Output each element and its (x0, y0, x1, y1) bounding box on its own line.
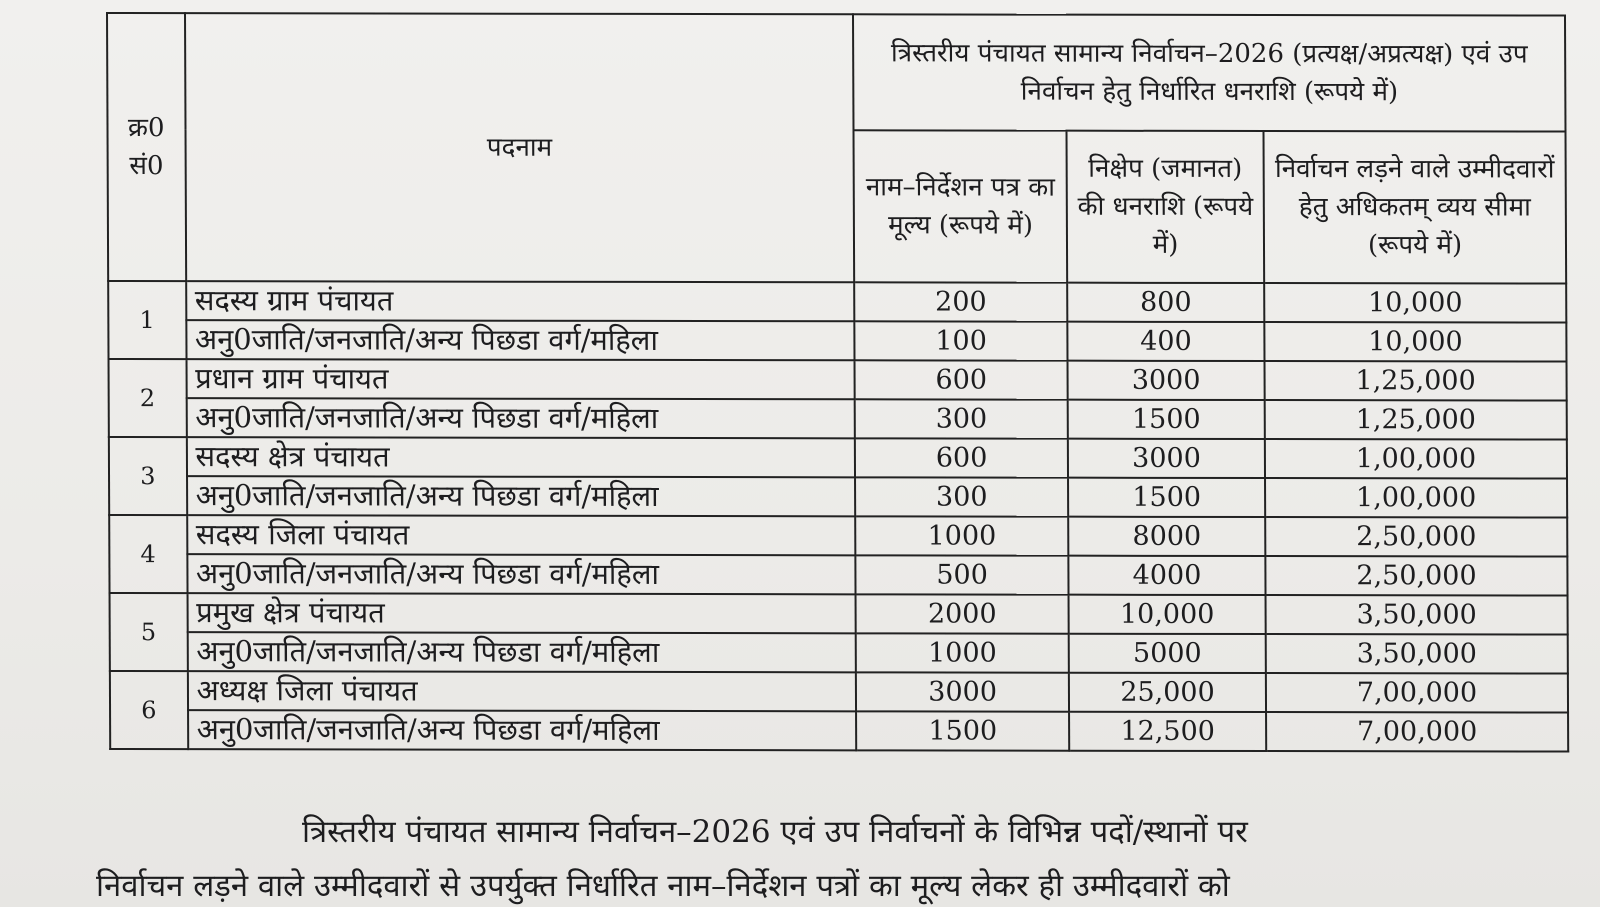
post-name: प्रधान ग्राम पंचायत (186, 359, 855, 400)
table-row: 3 सदस्य क्षेत्र पंचायत 600 3000 1,00,000 (108, 437, 1568, 516)
header-group: त्रिस्तरीय पंचायत सामान्य निर्वाचन–2026 … (853, 14, 1566, 132)
deposit-amount: 1500 (1068, 477, 1266, 518)
deposit-amount: 1500 (1067, 399, 1265, 440)
expense-limit: 7,00,000 (1265, 673, 1569, 713)
nomination-fee: 200 (854, 282, 1068, 322)
table-row: 6 अध्यक्ष जिला पंचायत 3000 25,000 7,00,000 (109, 671, 1569, 750)
body-paragraph-line-1: त्रिस्तरीय पंचायत सामान्य निर्वाचन–2026 … (302, 814, 1248, 850)
serial-number: 4 (109, 515, 188, 594)
table-row: अनु0जाति/जनजाति/अन्य पिछडा वर्ग/महिला 150… (110, 710, 1569, 752)
expense-limit: 3,50,000 (1265, 595, 1568, 635)
post-name: अध्यक्ष जिला पंचायत (187, 671, 857, 712)
table-row: अनु0जाति/जनजाति/अन्य पिछडा वर्ग/महिला 300… (109, 476, 1568, 518)
deposit-amount: 5000 (1068, 633, 1266, 674)
expense-limit: 10,000 (1264, 283, 1567, 323)
nomination-fee: 600 (854, 360, 1068, 400)
header-deposit: निक्षेप (जमानत) की धनराशि (रूपये में) (1066, 130, 1265, 284)
post-name: सदस्य जिला पंचायत (186, 515, 856, 556)
header-post: पदनाम (184, 13, 855, 283)
deposit-amount: 25,000 (1068, 672, 1267, 713)
table-row: 4 सदस्य जिला पंचायत 1000 8000 2,50,000 (109, 515, 1568, 594)
table-row: अनु0जाति/जनजाति/अन्य पिछडा वर्ग/महिला 100… (108, 320, 1567, 362)
table-row: 5 प्रमुख क्षेत्र पंचायत 2000 10,000 3,50,000 (109, 593, 1568, 672)
header-expense-limit: निर्वाचन लड़ने वाले उम्मीदवारों हेतु अधि… (1263, 131, 1567, 284)
expense-limit: 3,50,000 (1265, 634, 1568, 674)
deposit-amount: 4000 (1068, 555, 1266, 596)
serial-number: 3 (108, 437, 187, 516)
expense-limit: 10,000 (1264, 322, 1567, 362)
deposit-amount: 3000 (1067, 360, 1265, 401)
serial-number: 6 (109, 671, 188, 750)
deposit-amount: 3000 (1067, 438, 1266, 479)
header-nomination-fee: नाम–निर्देशन पत्र का मूल्य (रूपये में) (853, 130, 1068, 283)
deposit-amount: 10,000 (1068, 594, 1266, 635)
nomination-fee: 1500 (856, 711, 1070, 751)
expense-limit: 1,25,000 (1264, 400, 1567, 440)
post-name: सदस्य क्षेत्र पंचायत (186, 437, 856, 478)
expense-limit: 1,00,000 (1265, 478, 1568, 518)
expense-limit: 1,25,000 (1264, 361, 1567, 401)
fee-table: क्र0 सं0 पदनाम त्रिस्तरीय पंचायत सामान्य… (106, 12, 1569, 753)
nomination-fee: 1000 (855, 633, 1069, 673)
post-name: अनु0जाति/जनजाति/अन्य पिछडा वर्ग/महिला (185, 320, 855, 361)
serial-number: 5 (109, 593, 188, 672)
nomination-fee: 1000 (855, 516, 1069, 556)
post-name: सदस्य ग्राम पंचायत (185, 281, 855, 322)
nomination-fee: 600 (855, 438, 1069, 478)
table-row: अनु0जाति/जनजाति/अन्य पिछडा वर्ग/महिला 500… (109, 554, 1568, 596)
post-name: अनु0जाति/जनजाति/अन्य पिछडा वर्ग/महिला (187, 710, 857, 751)
expense-limit: 2,50,000 (1265, 556, 1568, 596)
table-row: अनु0जाति/जनजाति/अन्य पिछडा वर्ग/महिला 100… (110, 632, 1568, 674)
body-paragraph-line-2: निर्वाचन लड़ने वाले उम्मीदवारों से उपर्य… (96, 868, 1230, 904)
nomination-fee: 100 (854, 321, 1068, 361)
post-name: अनु0जाति/जनजाति/अन्य पिछडा वर्ग/महिला (187, 632, 857, 673)
post-name: प्रमुख क्षेत्र पंचायत (187, 593, 856, 634)
table-row: 1 सदस्य ग्राम पंचायत 200 800 10,000 (108, 281, 1567, 360)
table-row: अनु0जाति/जनजाति/अन्य पिछडा वर्ग/महिला 300… (109, 398, 1567, 440)
serial-number: 2 (108, 359, 187, 438)
deposit-amount: 12,500 (1069, 711, 1267, 752)
deposit-amount: 400 (1067, 321, 1265, 362)
nomination-fee: 2000 (855, 594, 1069, 634)
post-name: अनु0जाति/जनजाति/अन्य पिछडा वर्ग/महिला (186, 554, 856, 595)
post-name: अनु0जाति/जनजाति/अन्य पिछडा वर्ग/महिला (186, 398, 856, 439)
expense-limit: 2,50,000 (1265, 517, 1568, 557)
nomination-fee: 3000 (856, 672, 1070, 712)
serial-number: 1 (108, 281, 187, 360)
nomination-fee: 300 (854, 399, 1068, 439)
post-name: अनु0जाति/जनजाति/अन्य पिछडा वर्ग/महिला (186, 476, 856, 517)
deposit-amount: 8000 (1068, 516, 1266, 557)
nomination-fee: 500 (855, 555, 1069, 595)
expense-limit: 1,00,000 (1264, 439, 1568, 479)
expense-limit: 7,00,000 (1266, 712, 1569, 752)
deposit-amount: 800 (1067, 282, 1265, 323)
table-row: 2 प्रधान ग्राम पंचायत 600 3000 1,25,000 (108, 359, 1567, 438)
nomination-fee: 300 (855, 477, 1069, 517)
fee-table-body: 1 सदस्य ग्राम पंचायत 200 800 10,000 अनु0जाति/… (108, 281, 1569, 752)
header-sno: क्र0 सं0 (107, 13, 186, 282)
